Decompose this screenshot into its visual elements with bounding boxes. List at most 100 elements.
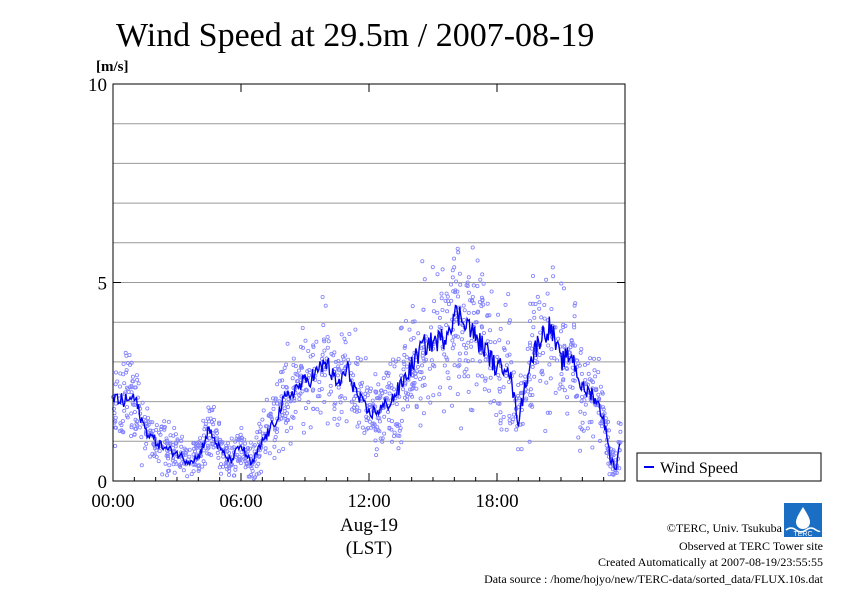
scatter-point	[470, 358, 475, 363]
scatter-point	[254, 472, 259, 477]
scatter-point	[560, 385, 565, 390]
scatter-point	[520, 421, 525, 426]
scatter-point	[277, 378, 282, 383]
scatter-point	[376, 382, 381, 387]
scatter-point	[376, 395, 381, 400]
scatter-point	[470, 294, 475, 299]
scatter-point	[144, 421, 149, 426]
scatter-point	[409, 337, 414, 342]
scatter-point	[244, 460, 249, 465]
scatter-point	[422, 277, 427, 282]
scatter-point	[573, 394, 578, 399]
scatter-point	[207, 436, 212, 441]
scatter-point	[553, 390, 558, 395]
scatter-point	[311, 387, 316, 392]
scatter-point	[377, 429, 382, 434]
scatter-point	[139, 435, 144, 440]
scatter-point	[396, 446, 401, 451]
scatter-point	[281, 446, 286, 451]
scatter-point	[328, 389, 333, 394]
scatter-point	[589, 419, 594, 424]
scatter-point	[231, 445, 236, 450]
scatter-point	[338, 400, 343, 405]
scatter-point	[441, 409, 446, 414]
scatter-point	[347, 331, 352, 336]
scatter-point	[118, 421, 123, 426]
scatter-point	[366, 416, 371, 421]
scatter-point	[322, 339, 327, 344]
scatter-point	[543, 428, 548, 433]
scatter-point	[297, 392, 302, 397]
scatter-point	[465, 283, 470, 288]
scatter-point	[439, 291, 444, 296]
scatter-point	[618, 421, 623, 426]
scatter-point	[111, 406, 116, 411]
scatter-point	[154, 427, 159, 432]
scatter-point	[286, 405, 291, 410]
scatter-point	[550, 265, 555, 270]
scatter-point	[562, 343, 567, 348]
scatter-point	[532, 315, 537, 320]
scatter-point	[527, 439, 532, 444]
scatter-point	[497, 338, 502, 343]
scatter-point	[542, 302, 547, 307]
scatter-point	[189, 472, 194, 477]
scatter-point	[579, 371, 584, 376]
scatter-point	[370, 421, 375, 426]
scatter-point	[452, 363, 457, 368]
scatter-point	[511, 370, 516, 375]
scatter-point	[402, 362, 407, 367]
scatter-point	[296, 368, 301, 373]
scatter-point	[474, 382, 479, 387]
scatter-point	[428, 400, 433, 405]
scatter-point	[243, 441, 248, 446]
legend-series-label: Wind Speed	[660, 460, 738, 477]
scatter-point	[551, 274, 556, 279]
scatter-point	[530, 333, 535, 338]
scatter-point	[172, 470, 177, 475]
scatter-point	[140, 400, 145, 405]
scatter-point	[254, 435, 259, 440]
scatter-point	[442, 363, 447, 368]
scatter-point	[504, 427, 509, 432]
scatter-point	[421, 411, 426, 416]
scatter-point	[191, 452, 196, 457]
scatter-point	[451, 289, 456, 294]
scatter-point	[301, 421, 306, 426]
scatter-point	[113, 425, 118, 430]
scatter-point	[421, 307, 426, 312]
scatter-point	[492, 399, 497, 404]
scatter-point	[373, 389, 378, 394]
scatter-point	[590, 445, 595, 450]
scatter-point	[360, 380, 365, 385]
scatter-point	[359, 384, 364, 389]
scatter-point	[121, 361, 126, 366]
scatter-point	[461, 317, 466, 322]
scatter-point	[233, 439, 238, 444]
scatter-point	[246, 474, 251, 479]
scatter-point	[460, 330, 465, 335]
scatter-point	[263, 446, 268, 451]
scatter-point	[561, 377, 566, 382]
scatter-point	[380, 391, 385, 396]
scatter-point	[336, 364, 341, 369]
scatter-point	[420, 350, 425, 355]
scatter-point	[129, 433, 134, 438]
scatter-point	[386, 371, 391, 376]
scatter-point	[475, 258, 480, 263]
scatter-point	[242, 437, 247, 442]
scatter-point	[113, 419, 118, 424]
scatter-point	[503, 302, 508, 307]
scatter-point	[525, 389, 530, 394]
scatter-point	[527, 340, 532, 345]
scatter-point	[210, 408, 215, 413]
scatter-point	[130, 374, 135, 379]
scatter-point	[462, 369, 467, 374]
scatter-point	[572, 378, 577, 383]
scatter-point	[483, 376, 488, 381]
scatter-point	[601, 405, 606, 410]
scatter-point	[259, 469, 264, 474]
scatter-point	[507, 418, 512, 423]
scatter-point	[514, 427, 519, 432]
